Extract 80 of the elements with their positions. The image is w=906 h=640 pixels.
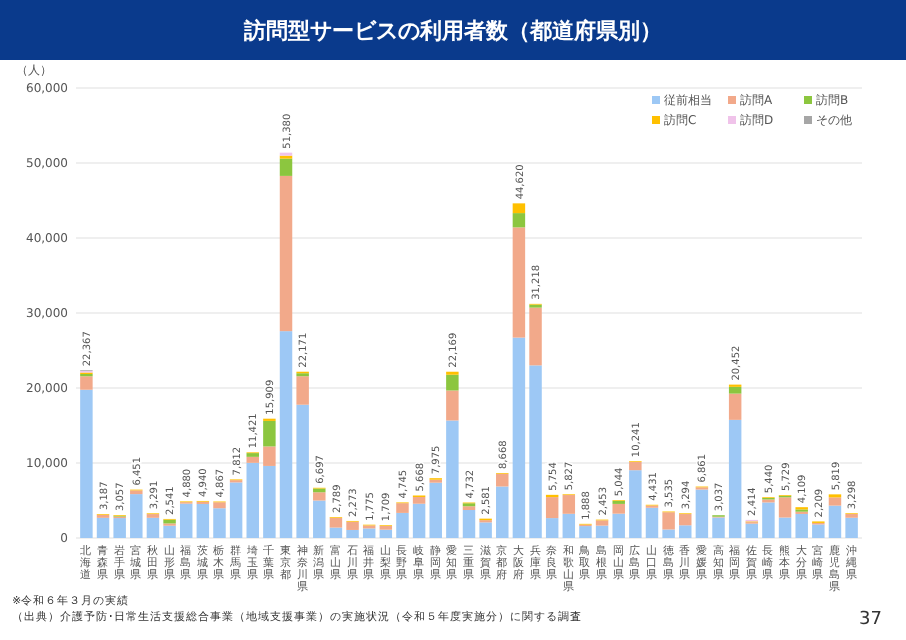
bar bbox=[545, 518, 559, 538]
bar bbox=[529, 307, 542, 366]
bar bbox=[778, 497, 792, 518]
bar bbox=[279, 158, 293, 176]
bar bbox=[130, 494, 143, 538]
bar bbox=[562, 495, 576, 514]
bar bbox=[296, 404, 309, 538]
bar bbox=[845, 517, 858, 538]
bar bbox=[812, 524, 825, 538]
bar bbox=[246, 462, 259, 538]
bar bbox=[496, 473, 509, 487]
bar bbox=[679, 525, 692, 538]
bar bbox=[579, 526, 592, 538]
bar bbox=[313, 500, 326, 538]
bar bbox=[512, 213, 526, 228]
chart-title: 訪問型サービスの利用者数（都道府県別） bbox=[242, 18, 662, 44]
bar bbox=[80, 389, 93, 538]
text: 37 bbox=[859, 610, 882, 630]
bar bbox=[645, 507, 659, 538]
bar bbox=[412, 496, 426, 504]
bar bbox=[346, 521, 359, 530]
bar bbox=[662, 529, 675, 538]
bar bbox=[512, 337, 526, 538]
bar bbox=[762, 502, 775, 538]
bar bbox=[263, 446, 276, 466]
bar bbox=[163, 525, 176, 538]
bar bbox=[362, 528, 376, 538]
bar bbox=[213, 508, 226, 538]
bar bbox=[728, 393, 742, 420]
bar bbox=[612, 503, 625, 514]
bar bbox=[80, 376, 93, 390]
bar bbox=[562, 513, 576, 538]
bar bbox=[263, 420, 276, 447]
bar bbox=[679, 514, 692, 526]
bar bbox=[612, 513, 625, 538]
bar bbox=[346, 529, 359, 538]
bar bbox=[745, 523, 759, 538]
bar bbox=[146, 517, 160, 538]
bar bbox=[429, 482, 442, 538]
bar bbox=[96, 517, 110, 538]
bar bbox=[512, 227, 526, 338]
bar bbox=[778, 517, 792, 538]
bar bbox=[379, 529, 393, 538]
bar bbox=[196, 503, 210, 538]
bar bbox=[329, 527, 343, 538]
bar bbox=[279, 331, 293, 538]
bar bbox=[329, 517, 343, 528]
bar bbox=[446, 374, 459, 391]
bar bbox=[795, 513, 808, 538]
bar bbox=[828, 505, 842, 538]
bar bbox=[479, 522, 492, 538]
bar bbox=[496, 486, 509, 538]
bar bbox=[595, 525, 609, 538]
bar bbox=[712, 517, 725, 538]
bar bbox=[629, 461, 642, 471]
bar bbox=[313, 492, 326, 501]
bar bbox=[629, 470, 642, 538]
bar bbox=[462, 510, 476, 538]
bar bbox=[213, 502, 226, 509]
bar bbox=[396, 503, 409, 513]
bar bbox=[695, 489, 709, 538]
bar bbox=[396, 512, 409, 538]
bar bbox=[595, 520, 609, 526]
bar bbox=[412, 503, 426, 538]
bar bbox=[246, 456, 259, 463]
bar bbox=[229, 482, 243, 538]
bar bbox=[545, 497, 559, 519]
bar bbox=[828, 497, 842, 506]
bar bbox=[512, 203, 526, 214]
bar bbox=[529, 365, 542, 538]
bar bbox=[662, 512, 675, 530]
bar bbox=[728, 386, 742, 394]
bar bbox=[296, 376, 309, 405]
bar bbox=[113, 518, 126, 538]
bar bbox=[179, 503, 193, 538]
bar bbox=[263, 465, 276, 538]
bar bbox=[279, 175, 293, 332]
bar bbox=[446, 390, 459, 421]
bar bbox=[446, 420, 459, 538]
bar bbox=[728, 419, 742, 538]
